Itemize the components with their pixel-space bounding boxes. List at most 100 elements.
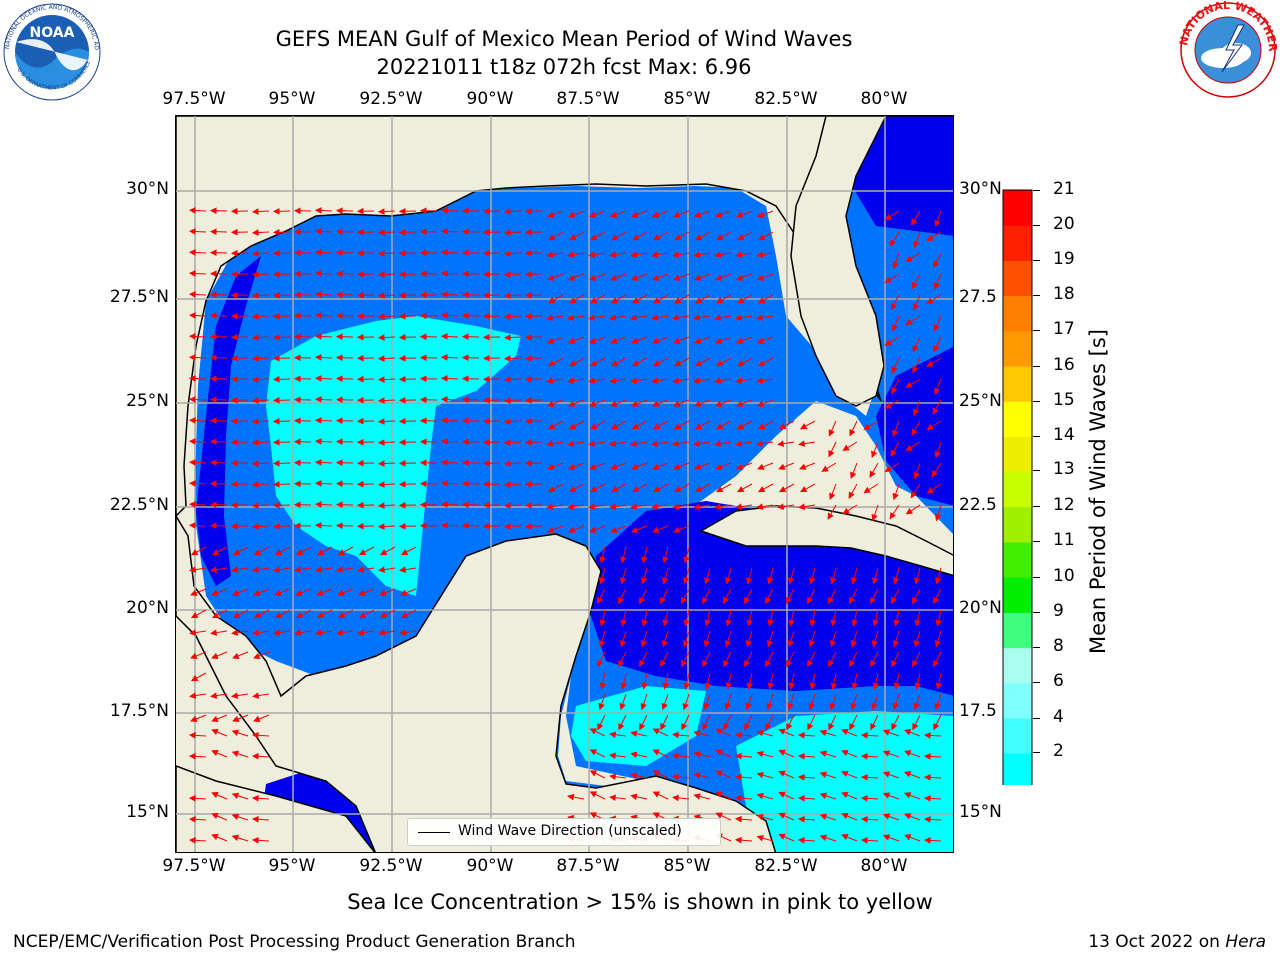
colorbar-tick-label: 9 <box>1053 601 1064 621</box>
wave-direction-arrowhead <box>335 375 343 383</box>
wave-direction-arrowhead <box>819 771 828 778</box>
wave-direction-arrowhead <box>398 438 406 446</box>
lat-tick-right: 27.5 <box>959 287 997 307</box>
wave-direction-arrowhead <box>589 423 598 430</box>
wave-direction-arrowhead <box>503 355 511 362</box>
wave-direction-arrowhead <box>756 729 764 737</box>
wave-direction-arrowhead <box>335 501 343 509</box>
wave-direction-arrowhead <box>419 354 427 362</box>
wave-direction-arrowhead <box>461 459 469 467</box>
lon-tick-top: 82.5°W <box>754 89 818 109</box>
wave-direction-arrowhead <box>905 318 913 325</box>
wave-direction-arrowhead <box>190 549 199 556</box>
wave-direction-arrowhead <box>841 728 849 736</box>
wave-direction-arrowhead <box>737 234 745 241</box>
wave-direction-arrowhead <box>923 774 931 781</box>
wave-direction-arrowhead <box>547 526 555 533</box>
wave-direction-arrowhead <box>744 596 751 605</box>
colorbar-tick-label: 2 <box>1053 741 1064 761</box>
wave-direction-arrowhead <box>797 752 805 760</box>
land-mexico <box>176 514 777 852</box>
wave-direction-arrowhead <box>756 771 764 779</box>
wave-direction-arrowhead <box>829 702 836 711</box>
wave-direction-arrowhead <box>923 732 931 739</box>
long-period-zone-honduras <box>571 686 706 766</box>
wave-direction-arrowhead <box>209 354 217 362</box>
wave-direction-arrowhead <box>904 729 912 736</box>
wave-direction-arrowhead <box>377 460 385 467</box>
wave-direction-arrowhead <box>631 463 639 470</box>
wave-direction-arrowhead <box>379 589 387 596</box>
wave-direction-arrowhead <box>933 659 940 668</box>
wave-direction-arrowhead <box>725 682 733 690</box>
colorbar-tick-label: 8 <box>1053 636 1064 656</box>
wave-direction-arrowhead <box>589 400 597 407</box>
wave-direction-arrowhead <box>693 503 701 510</box>
lon-tick-bottom: 90°W <box>466 856 514 876</box>
colorbar-cell <box>1003 295 1032 332</box>
lon-tick-bottom: 82.5°W <box>754 856 818 876</box>
wave-direction-arrowhead <box>819 750 828 757</box>
wave-direction-arrowhead <box>723 659 730 668</box>
wave-direction-arrowhead <box>400 612 409 619</box>
wave-direction-arrowhead <box>503 523 511 530</box>
wave-direction-arrowhead <box>358 612 367 619</box>
wave-direction-arrowhead <box>683 682 691 690</box>
wave-direction-arrowhead <box>641 556 648 564</box>
wave-direction-arrowhead <box>926 423 934 431</box>
wave-direction-arrowhead <box>797 815 805 823</box>
wave-direction-arrowhead <box>377 292 385 299</box>
wave-direction-arrowhead <box>398 228 406 236</box>
colorbar-cell <box>1003 436 1032 473</box>
wave-direction-arrowhead <box>892 577 900 585</box>
wave-direction-arrowhead <box>630 503 638 510</box>
wave-direction-arrowhead <box>736 423 745 430</box>
wave-direction-arrowhead <box>567 314 575 321</box>
wave-direction-arrowhead <box>524 459 532 467</box>
wave-direction-arrowhead <box>272 249 280 257</box>
wave-direction-arrowhead <box>588 503 596 510</box>
wave-direction-arrowhead <box>693 211 702 218</box>
wave-direction-arrowhead <box>923 795 931 802</box>
wave-direction-arrowhead <box>651 211 660 218</box>
wave-direction-arrowhead <box>272 375 280 383</box>
wave-direction-arrowhead <box>588 314 596 321</box>
lat-tick-left: 25°N <box>126 391 169 411</box>
wave-direction-arrowhead <box>660 596 667 605</box>
wave-direction-arrowhead <box>923 816 931 823</box>
wave-direction-arrowhead <box>661 640 669 648</box>
wave-direction-arrowhead <box>314 333 322 340</box>
wave-direction-arrowhead <box>272 438 280 446</box>
colorbar-cell <box>1003 225 1032 261</box>
wave-direction-arrowhead <box>503 376 511 383</box>
wave-direction-arrowhead <box>188 417 196 424</box>
wave-direction-arrowhead <box>715 400 723 407</box>
wave-direction-arrowhead <box>652 423 661 430</box>
wave-direction-arrowhead <box>724 640 732 648</box>
wave-direction-arrowhead <box>777 440 785 447</box>
wave-direction-arrowhead <box>882 834 891 841</box>
wave-direction-arrowhead <box>660 659 667 668</box>
wave-direction-arrowhead <box>757 360 766 367</box>
wave-direction-arrowhead <box>599 556 606 564</box>
wave-direction-arrowhead <box>567 440 575 447</box>
wave-direction-arrowhead <box>630 440 638 447</box>
wave-direction-arrowhead <box>609 794 616 802</box>
wave-direction-arrowhead <box>398 270 406 278</box>
wave-direction-arrowhead <box>209 270 217 278</box>
wave-direction-arrowhead <box>188 732 196 739</box>
wave-direction-arrowhead <box>756 251 764 258</box>
wave-direction-arrowhead <box>482 501 490 509</box>
colorbar-tick-mark <box>1033 577 1040 578</box>
wave-direction-arrowhead <box>568 486 577 493</box>
wave-direction-arrowhead <box>568 360 577 367</box>
wave-direction-arrowhead <box>461 375 469 383</box>
colorbar-tick-mark <box>1033 470 1040 471</box>
wave-direction-arrowhead <box>567 503 575 510</box>
wave-direction-arrowhead <box>209 522 217 530</box>
wave-direction-arrowhead <box>767 682 775 690</box>
wave-direction-arrowhead <box>745 702 752 711</box>
wave-direction-arrowhead <box>547 400 555 407</box>
wave-direction-arrowhead <box>797 731 805 739</box>
wave-direction-arrowhead <box>631 526 639 533</box>
